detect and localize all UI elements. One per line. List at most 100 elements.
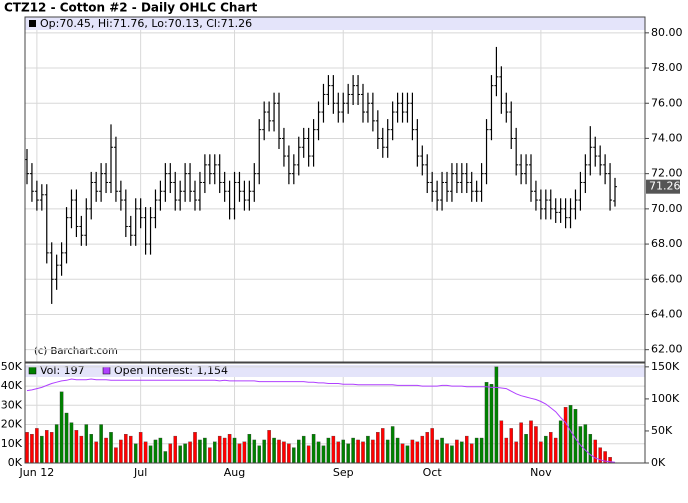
volume-bar [227,434,232,464]
volume-bar [178,445,182,464]
volume-bar [588,434,593,464]
volume-bar [257,445,261,464]
volume-bar [282,441,286,464]
volume-bar [341,439,345,464]
volume-bar [519,422,523,464]
volume-bar [242,441,247,464]
volume-bar [583,424,588,464]
volume-bar [64,412,69,464]
legend-entry: Open Interest: 1,154 [114,364,228,377]
volume-bar [208,447,212,464]
volume-bar [430,428,434,464]
volume-bar [321,445,326,464]
volume-bar [143,441,148,464]
y-tick-label: 62.00 [651,343,683,356]
volume-bar [534,426,538,464]
volume-bar [509,428,513,464]
volume-bar [514,441,518,464]
volume-bar [415,441,420,464]
y-tick-label: 50K [1,360,23,373]
volume-bar [277,439,281,464]
volume-bar [499,420,504,464]
volume-bar [544,435,548,464]
volume-bar [301,435,306,464]
volume-bar [262,439,266,464]
x-tick-label: Aug [224,466,245,479]
volume-bar [455,439,459,464]
y2-tick-label: 50K [651,424,673,437]
y-tick-label: 78.00 [651,61,683,74]
volume-bar [74,430,79,464]
volume-bar [69,422,74,464]
volume-bar [549,432,553,464]
volume-bar [49,432,54,464]
volume-bar [568,405,573,464]
legend-swatch [102,366,111,375]
volume-bar [213,441,217,464]
chart-title: CTZ12 - Cotton #2 - Daily OHLC Chart [4,1,257,15]
volume-bar [381,428,385,464]
x-tick-label: Jul [133,466,147,479]
volume-bar [168,443,173,464]
x-tick-label: Nov [530,466,552,479]
volume-bar [563,407,568,464]
y-tick-label: 10K [1,437,23,450]
volume-bar [400,443,405,464]
volume-bar [237,443,242,464]
volume-bar [173,435,177,464]
volume-bar [376,432,380,464]
volume-bar [297,439,301,464]
volume-bar [331,435,336,464]
volume-bar [89,434,93,464]
volume-bar [133,443,138,464]
volume-bar [425,432,429,464]
volume-bar [99,424,103,464]
volume-bar [183,443,187,464]
volume-bar [158,437,163,464]
volume-bar [35,428,39,464]
volume-bar [40,435,44,464]
y2-tick-label: 100K [651,392,680,405]
last-price-label: 71.26 [649,180,681,193]
volume-bar [479,437,484,464]
volume-bar [410,439,415,464]
volume-bar [489,384,494,464]
y-tick-label: 0K [8,456,23,469]
volume-bar [390,426,395,464]
y-tick-label: 30K [1,398,23,411]
legend-swatch [28,366,37,375]
volume-bar [25,432,29,464]
volume-bar [222,437,227,464]
x-tick-label: Oct [423,466,443,479]
volume-bar [336,441,341,464]
y-tick-label: 68.00 [651,237,683,250]
volume-bar [385,439,390,464]
volume-bar [129,435,133,464]
y-tick-label: 72.00 [651,167,683,180]
last-price-box [646,179,680,194]
volume-bar [361,441,365,464]
volume-bar [405,445,410,464]
y-tick-label: 64.00 [651,307,683,320]
y2-tick-label: 0K [651,456,666,469]
plot-frame [24,16,646,363]
y-tick-label: 40K [1,379,23,392]
volume-bar [311,434,316,464]
volume-bar [109,432,113,464]
volume-bar [356,439,360,464]
volume-bar [420,435,425,464]
volume-bar [267,430,271,464]
legend-entry: Vol: 197 [40,364,85,377]
volume-bar [435,439,439,464]
volume-bar [371,439,375,464]
volume-bar [163,451,168,464]
volume-bar [45,430,49,464]
x-tick-label: Sep [333,466,354,479]
volume-bar [247,434,252,464]
plot-frame [24,362,646,464]
volume-bar [469,443,474,464]
volume-bar [217,435,222,464]
volume-bar [193,432,197,464]
